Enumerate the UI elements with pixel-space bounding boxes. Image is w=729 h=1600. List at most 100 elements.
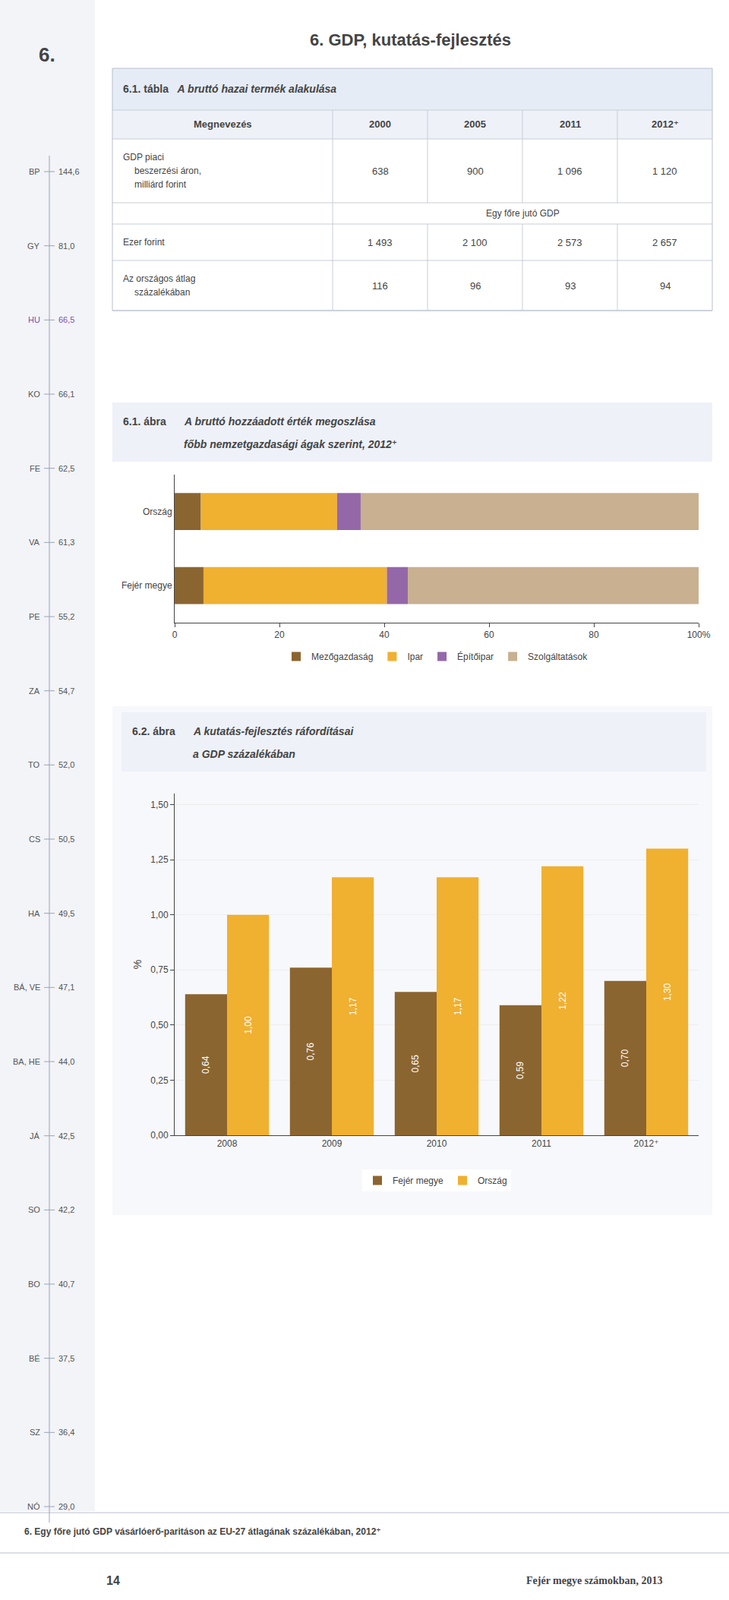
svg-text:NÓ: NÓ xyxy=(27,1502,41,1512)
svg-text:2005: 2005 xyxy=(463,118,486,130)
svg-text:0,64: 0,64 xyxy=(200,1055,212,1074)
svg-text:%: % xyxy=(131,959,144,969)
svg-text:KO: KO xyxy=(28,389,41,399)
svg-text:1,22: 1,22 xyxy=(557,991,569,1010)
svg-text:0,70: 0,70 xyxy=(619,1049,631,1068)
svg-text:2011: 2011 xyxy=(559,118,581,130)
svg-text:0,25: 0,25 xyxy=(150,1075,169,1086)
svg-text:1,17: 1,17 xyxy=(347,997,359,1016)
svg-text:a GDP százalékában: a GDP százalékában xyxy=(192,747,296,761)
svg-text:6. Egy főre jutó GDP vásárlóer: 6. Egy főre jutó GDP vásárlóerő-paritáso… xyxy=(24,1526,382,1537)
svg-text:2010: 2010 xyxy=(426,1138,448,1149)
svg-text:A kutatás-fejlesztés ráfordítá: A kutatás-fejlesztés ráfordításai xyxy=(192,725,354,738)
svg-text:0,50: 0,50 xyxy=(150,1019,169,1031)
svg-text:Fejér megye: Fejér megye xyxy=(121,580,173,591)
svg-text:50,5: 50,5 xyxy=(58,834,75,844)
svg-text:42,5: 42,5 xyxy=(58,1131,75,1141)
svg-text:1 120: 1 120 xyxy=(652,165,678,177)
svg-text:20: 20 xyxy=(274,629,285,641)
svg-text:94: 94 xyxy=(659,280,671,292)
svg-text:62,5: 62,5 xyxy=(58,463,75,474)
svg-text:2 100: 2 100 xyxy=(462,236,488,249)
svg-text:42,2: 42,2 xyxy=(58,1205,75,1215)
svg-text:0,00: 0,00 xyxy=(150,1129,169,1141)
svg-text:2011: 2011 xyxy=(531,1138,552,1149)
svg-text:beszerzési áron,: beszerzési áron, xyxy=(134,165,202,177)
svg-text:Megnevezés: Megnevezés xyxy=(193,118,253,130)
svg-text:0,76: 0,76 xyxy=(305,1042,316,1061)
svg-text:GDP piaci: GDP piaci xyxy=(123,151,165,163)
svg-text:2012⁺: 2012⁺ xyxy=(651,118,679,130)
svg-text:VA: VA xyxy=(28,537,41,547)
svg-text:1,25: 1,25 xyxy=(150,854,169,865)
svg-text:2000: 2000 xyxy=(369,118,392,130)
svg-text:Szolgáltatások: Szolgáltatások xyxy=(527,651,588,663)
svg-text:Ország: Ország xyxy=(142,506,173,518)
svg-text:Ország: Ország xyxy=(477,1175,508,1187)
svg-text:JÁ: JÁ xyxy=(29,1131,41,1141)
svg-text:61,3: 61,3 xyxy=(58,537,75,547)
svg-text:főbb nemzetgazdasági ágak szer: főbb nemzetgazdasági ágak szerint, 2012⁺ xyxy=(183,438,398,451)
svg-text:1,00: 1,00 xyxy=(150,909,169,921)
svg-text:0,75: 0,75 xyxy=(150,964,169,976)
svg-text:1,17: 1,17 xyxy=(452,997,464,1016)
svg-text:0: 0 xyxy=(172,629,178,641)
svg-text:40,7: 40,7 xyxy=(58,1279,75,1289)
svg-text:PE: PE xyxy=(28,612,41,622)
svg-text:37,5: 37,5 xyxy=(58,1353,75,1364)
svg-text:A bruttó hozzáadott érték mego: A bruttó hozzáadott érték megoszlása xyxy=(183,415,376,428)
svg-text:60: 60 xyxy=(483,629,495,641)
svg-text:1 493: 1 493 xyxy=(367,236,393,249)
svg-text:29,0: 29,0 xyxy=(58,1502,75,1512)
svg-text:55,2: 55,2 xyxy=(58,612,75,622)
svg-text:6.1. ábra: 6.1. ábra xyxy=(123,415,167,428)
svg-text:44,0: 44,0 xyxy=(58,1057,75,1067)
svg-text:0,59: 0,59 xyxy=(514,1061,526,1080)
svg-text:BP: BP xyxy=(28,167,41,177)
svg-text:93: 93 xyxy=(564,280,576,292)
svg-text:Egy főre jutó GDP: Egy főre jutó GDP xyxy=(486,208,560,219)
svg-text:2 573: 2 573 xyxy=(557,236,583,249)
svg-text:Fejér megye: Fejér megye xyxy=(392,1175,444,1187)
svg-text:BA, HE: BA, HE xyxy=(12,1057,41,1067)
svg-text:FE: FE xyxy=(29,463,41,474)
svg-text:54,7: 54,7 xyxy=(58,686,75,696)
svg-text:BO: BO xyxy=(28,1279,41,1289)
svg-text:1,50: 1,50 xyxy=(150,799,169,811)
svg-text:2012⁺: 2012⁺ xyxy=(633,1138,659,1149)
svg-text:144,6: 144,6 xyxy=(58,167,80,177)
svg-text:14: 14 xyxy=(106,1574,120,1588)
svg-text:6.1. tábla A bruttó hazai te: 6.1. tábla A bruttó hazai termék alakulá… xyxy=(123,82,337,95)
svg-text:Mezőgazdaság: Mezőgazdaság xyxy=(311,651,373,663)
svg-text:2008: 2008 xyxy=(217,1138,238,1149)
svg-text:6.: 6. xyxy=(38,43,56,67)
svg-text:0,65: 0,65 xyxy=(410,1054,421,1073)
svg-text:52,0: 52,0 xyxy=(58,760,75,770)
svg-text:1,30: 1,30 xyxy=(662,982,673,1001)
svg-text:1 096: 1 096 xyxy=(557,165,583,177)
svg-text:Ezer forint: Ezer forint xyxy=(123,236,165,248)
svg-text:HA: HA xyxy=(28,908,41,919)
svg-text:TO: TO xyxy=(28,760,41,770)
svg-text:100%: 100% xyxy=(687,629,711,641)
svg-text:Fejér megye számokban, 2013: Fejér megye számokban, 2013 xyxy=(526,1574,663,1587)
svg-text:40: 40 xyxy=(378,629,390,641)
svg-text:47,1: 47,1 xyxy=(58,982,75,992)
svg-text:900: 900 xyxy=(467,165,484,177)
svg-text:ZA: ZA xyxy=(28,686,41,696)
svg-text:BÁ, VE: BÁ, VE xyxy=(13,982,41,992)
svg-text:6. GDP, kutatás-fejlesztés: 6. GDP, kutatás-fejlesztés xyxy=(309,30,512,50)
svg-text:Ipar: Ipar xyxy=(407,651,423,663)
svg-text:százalékában: százalékában xyxy=(134,287,190,298)
svg-text:116: 116 xyxy=(372,280,389,292)
svg-text:SZ: SZ xyxy=(29,1427,41,1437)
svg-text:80: 80 xyxy=(588,629,600,641)
svg-text:CS: CS xyxy=(28,834,41,844)
svg-text:36,4: 36,4 xyxy=(58,1427,75,1437)
svg-text:1,00: 1,00 xyxy=(243,1016,254,1035)
svg-text:2 657: 2 657 xyxy=(652,236,678,249)
svg-text:96: 96 xyxy=(470,280,481,292)
svg-text:49,5: 49,5 xyxy=(58,908,75,919)
svg-text:Az országos átlag: Az országos átlag xyxy=(123,273,196,285)
svg-text:HU: HU xyxy=(28,315,41,325)
